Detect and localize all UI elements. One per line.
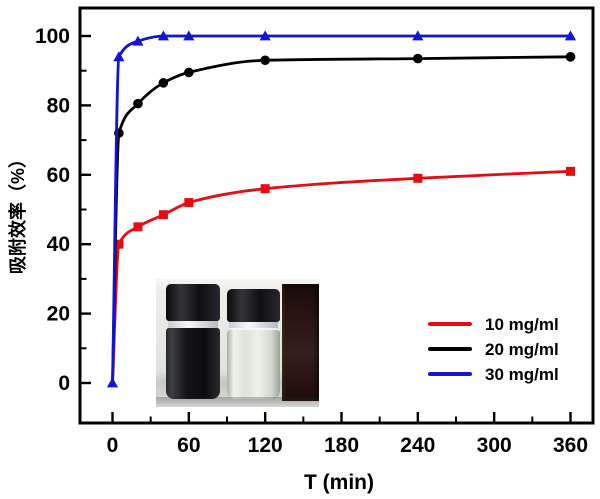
data-point-marker: [184, 67, 194, 78]
data-point-marker: [412, 30, 424, 41]
y-tick-label: 100: [35, 25, 70, 48]
legend-item: 30 mg/ml: [428, 365, 559, 383]
legend-label: 20 mg/ml: [485, 339, 559, 359]
axis-ticks: [81, 34, 572, 422]
x-tick-label: 180: [324, 434, 359, 457]
dark-liquid: [166, 328, 220, 399]
data-point-marker: [184, 198, 194, 208]
legend: 10 mg/ml 20 mg/ml 30 mg/ml: [428, 315, 559, 383]
data-point-marker: [133, 98, 143, 109]
plot-frame: [78, 6, 595, 425]
y-tick-label: 60: [47, 164, 70, 187]
legend-label: 30 mg/ml: [485, 364, 559, 384]
legend-line-swatch: [428, 347, 472, 351]
legend-line-swatch: [428, 322, 472, 326]
data-point-marker: [183, 30, 195, 41]
y-tick-label: 0: [58, 372, 70, 395]
data-point-marker: [132, 35, 144, 46]
data-point-marker: [113, 51, 125, 62]
data-point-marker: [106, 377, 119, 388]
x-tick-label: 120: [248, 434, 283, 457]
y-tick-label: 80: [47, 94, 70, 117]
y-axis-title: 吸附效率（%）: [7, 150, 28, 274]
data-point-marker: [413, 173, 423, 183]
y-tick-label: 20: [47, 303, 70, 326]
axis-tick-labels: 0 60 120 180 240 300 360 0 20 40 60 80 100: [35, 25, 588, 457]
x-tick-label: 0: [107, 434, 119, 457]
data-point-marker: [566, 166, 575, 176]
data-point-marker: [259, 30, 271, 41]
legend-label: 10 mg/ml: [485, 314, 559, 334]
data-point-marker: [260, 184, 270, 194]
data-point-marker: [157, 30, 169, 41]
data-point-marker: [158, 78, 169, 88]
x-tick-label: 60: [177, 434, 200, 457]
vial-cap: [227, 289, 280, 322]
data-point-marker: [260, 55, 270, 66]
vial-neck-highlight: [229, 322, 278, 328]
data-point-marker: [133, 222, 143, 232]
x-axis-title: T (min): [304, 471, 374, 494]
data-point-marker: [158, 210, 168, 220]
legend-item: 20 mg/ml: [428, 340, 559, 358]
vial-clear-solution: [227, 289, 280, 401]
x-tick-label: 360: [553, 434, 588, 457]
vial-dark-suspension: [166, 284, 220, 401]
data-series: [106, 30, 577, 388]
x-tick-label: 240: [400, 434, 435, 457]
clear-liquid: [227, 328, 280, 399]
legend-item: 10 mg/ml: [428, 315, 559, 333]
data-point-marker: [413, 53, 423, 64]
table-shadow: [156, 397, 319, 407]
vial-neck-highlight: [168, 321, 218, 328]
legend-line-swatch: [428, 372, 472, 376]
y-tick-label: 40: [47, 233, 70, 256]
data-point-marker: [564, 30, 577, 41]
inset-photo: [156, 279, 319, 407]
data-point-marker: [565, 52, 576, 62]
x-tick-label: 300: [477, 434, 512, 457]
vial-cap: [166, 284, 220, 321]
dark-block: [282, 284, 319, 401]
data-point-marker: [114, 239, 124, 249]
